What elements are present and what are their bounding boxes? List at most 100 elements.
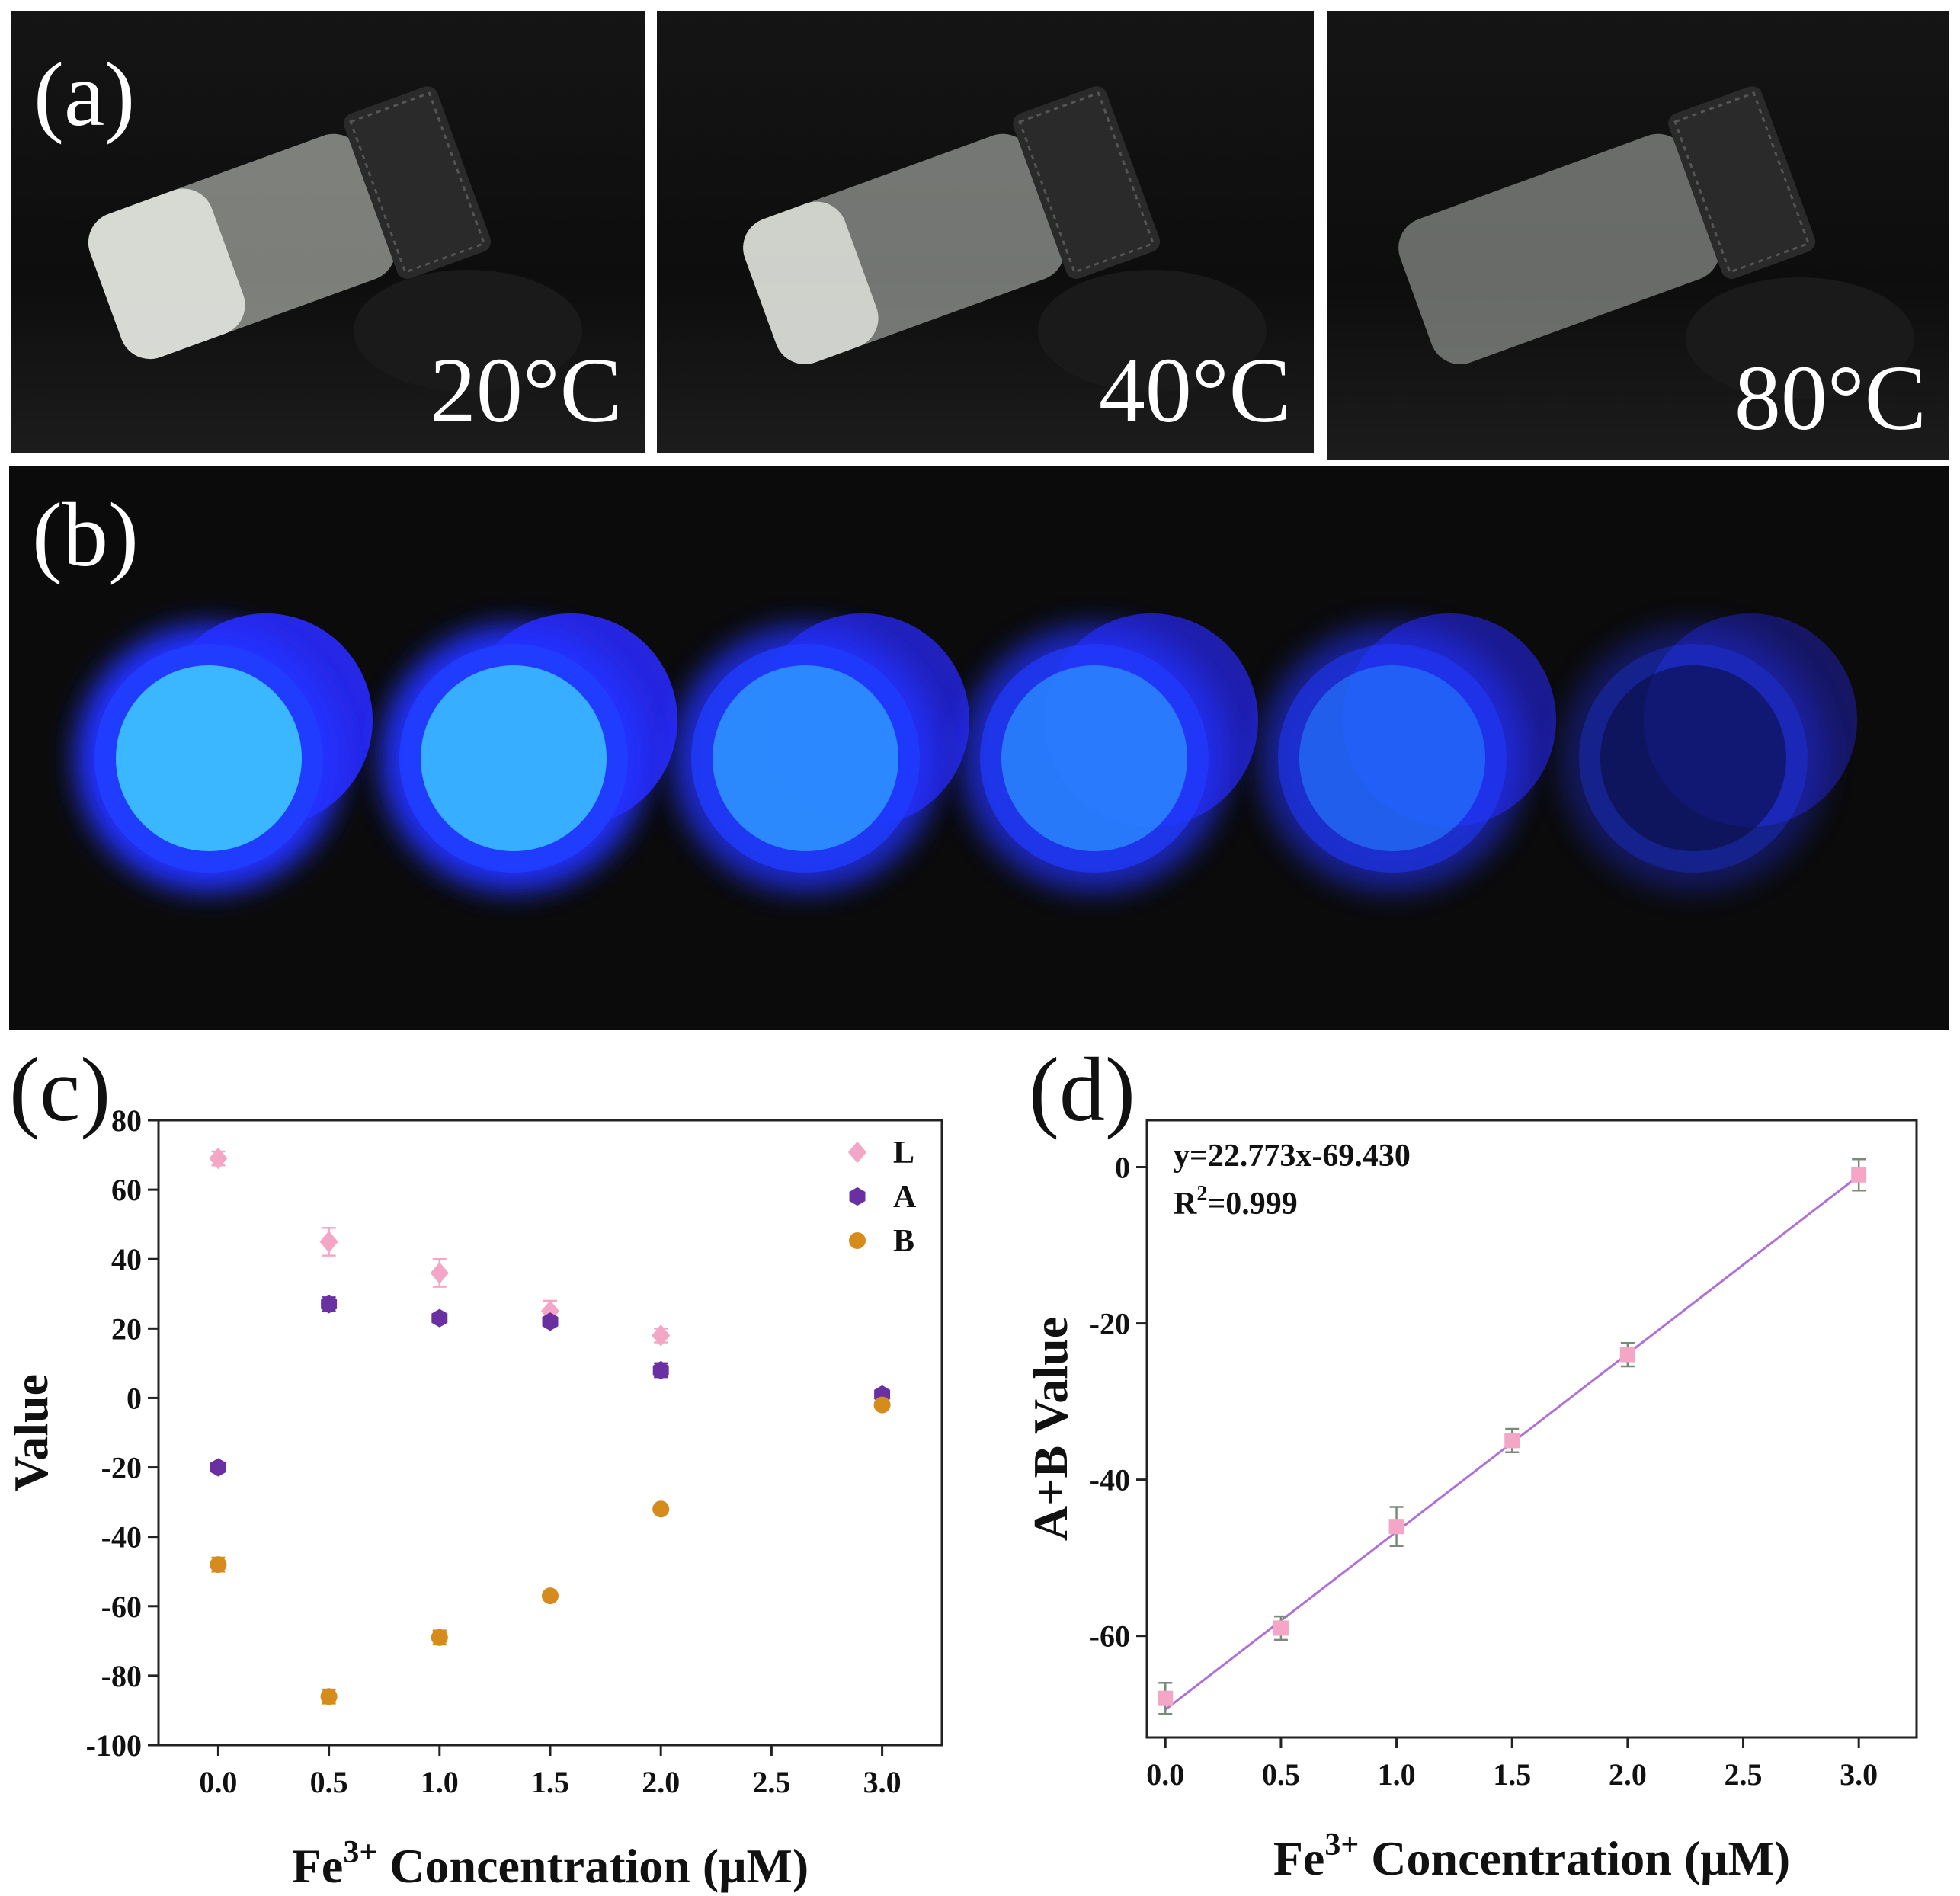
data-point [847,1141,867,1164]
data-point [209,1147,228,1170]
legend: LAB [847,1135,917,1259]
y-tick-label: 80 [111,1103,142,1138]
photo-vial-80c: 80°C [1327,11,1949,460]
data-point [210,1458,226,1477]
disc-center [1001,665,1187,851]
data-point [431,1629,448,1646]
fluorescence-photo: (b) [9,466,1949,1030]
x-tick-label: 1.0 [421,1765,459,1799]
chart-ab-linear-fit: 0.0 0.5 1.0 1.5 2.0 2.5 3.0 0 -20 -40 -60 Fe3+ Conc… [1023,1119,1918,1885]
legend-label: L [893,1135,914,1171]
x-tick-label: 1.5 [531,1765,569,1799]
disc-center [1299,665,1485,851]
r-squared-sup: 2 [1196,1182,1207,1206]
data-point [319,1231,338,1253]
temperature-label: 80°C [1734,347,1926,450]
fit-equation: y=22.773x-69.430 [1174,1139,1411,1174]
data-point [430,1262,449,1284]
x-tick-label: 2.5 [1725,1757,1763,1792]
series-a+b [1158,1158,1867,1715]
x-tick-label: 0.0 [199,1765,237,1799]
vial-illustration [743,86,1267,392]
plot-frame [1145,1119,1918,1739]
data-point [652,1324,671,1347]
x-tick-label: 1.0 [1378,1757,1416,1792]
data-point [321,1295,338,1314]
legend-label: B [893,1224,914,1259]
data-point [652,1500,670,1518]
series-b [210,1396,891,1705]
y-tick-label: -20 [1090,1307,1130,1341]
disc-glow [1560,625,1827,892]
y-tick-label: -80 [101,1659,142,1693]
legend-label: A [893,1180,917,1215]
y-tick-label: 0 [127,1381,142,1415]
x-axis-label-sup: 3+ [343,1835,377,1870]
photo-vial-40c: 40°C [657,11,1314,453]
y-tick-label: -40 [101,1520,142,1555]
data-point [320,1688,338,1705]
y-axis-label: A+B Value [1023,1317,1078,1541]
data-point [1273,1620,1289,1636]
data-point [849,1232,866,1249]
y-tick-label: -60 [1090,1619,1130,1654]
y-tick-label: 0 [1115,1151,1130,1185]
fluorescence-discs [75,613,1857,892]
data-point [542,1312,559,1331]
r-squared-base: R [1174,1187,1197,1222]
r-squared: R2=0.999 [1174,1182,1298,1222]
data-point [1504,1433,1520,1449]
disc-center [116,665,302,851]
fluorescence-disc [75,613,373,892]
series-l [209,1147,671,1347]
photo-vial-20c: (a) 20°C [11,11,645,453]
fluorescence-disc [672,613,969,892]
y-tick-label: -60 [101,1590,142,1624]
x-tick-label: 3.0 [1840,1757,1878,1792]
panel-b-label: (b) [32,484,139,585]
y-tick-label: -100 [86,1728,142,1763]
disc-center [421,665,607,851]
data-point [540,1300,560,1322]
disc-rim [1579,644,1808,873]
x-tick-label: 0.5 [1262,1757,1300,1792]
fluorescence-disc [1560,613,1857,892]
fluorescence-disc [380,613,677,892]
data-point [1388,1519,1404,1535]
disc-center [713,665,898,851]
r-squared-value: =0.999 [1207,1187,1297,1222]
x-tick-label: 0.0 [1146,1757,1184,1792]
data-point [1851,1167,1867,1183]
data-point [210,1556,227,1574]
x-tick-label: 2.0 [642,1765,680,1799]
disc-center [1600,665,1786,851]
panel-c-label: (c) [9,1039,111,1140]
x-axis-label-rest: Concentration (μM) [377,1839,809,1893]
x-tick-label: 0.5 [310,1765,348,1799]
fluorescence-disc [1259,613,1556,892]
fluorescence-disc [961,613,1258,892]
temperature-label: 20°C [429,339,622,442]
plot-frame [157,1119,943,1747]
x-tick-label: 1.5 [1493,1757,1531,1792]
panel-a-label: (a) [34,43,136,145]
vial-illustration [1398,86,1914,399]
y-tick-label: 20 [111,1312,142,1346]
data-point [1619,1347,1635,1363]
y-tick-label: 60 [111,1173,142,1207]
y-axis-label: Value [4,1374,58,1491]
x-axis-label: Fe3+ Concentration (μM) [292,1835,809,1893]
data-point [652,1360,669,1380]
data-point [849,1187,866,1206]
x-tick-label: 3.0 [863,1765,902,1799]
series-a [210,1295,891,1477]
vial-illustration [88,86,582,392]
x-axis-label-base: Fe [1273,1831,1325,1885]
temperature-label: 40°C [1098,339,1291,442]
panel-d-label: (d) [1029,1039,1135,1140]
y-tick-label: -40 [1090,1463,1130,1497]
x-axis-label-rest: Concentration (μM) [1359,1831,1790,1885]
data-point [1158,1690,1174,1706]
x-tick-label: 2.5 [752,1765,790,1799]
x-tick-label: 2.0 [1609,1757,1647,1792]
